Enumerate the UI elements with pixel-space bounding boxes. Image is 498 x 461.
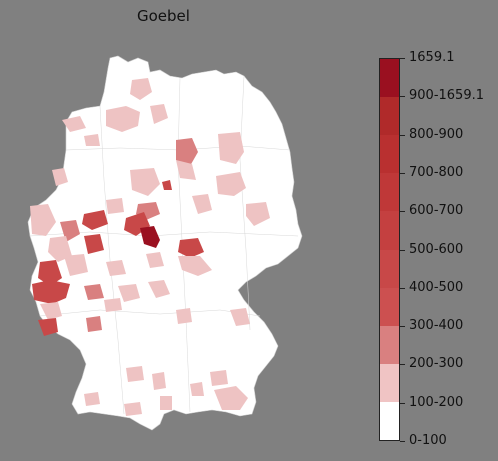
- region: [38, 318, 58, 336]
- region: [176, 138, 198, 166]
- tick-mark: [400, 402, 405, 404]
- region: [210, 370, 228, 386]
- region: [82, 210, 108, 230]
- choropleth-regions: [30, 78, 270, 416]
- tick-label: 200-300: [409, 356, 464, 372]
- colorbar: [379, 58, 400, 441]
- tick-mark: [400, 134, 405, 136]
- region: [160, 396, 172, 410]
- tick-mark: [400, 249, 405, 251]
- colorbar-segment: [380, 363, 399, 402]
- region: [84, 134, 100, 146]
- region: [118, 284, 140, 302]
- region: [230, 308, 250, 326]
- colorbar-segment: [380, 287, 399, 326]
- region: [84, 284, 104, 300]
- region: [216, 172, 246, 196]
- tick-label: 400-500: [409, 279, 464, 295]
- tick-label: 300-400: [409, 318, 464, 334]
- tick-label: 700-800: [409, 164, 464, 180]
- region: [178, 256, 212, 276]
- region: [150, 104, 168, 124]
- region: [126, 366, 144, 382]
- region: [190, 382, 204, 396]
- colorbar-segment: [380, 401, 399, 440]
- region: [162, 180, 172, 190]
- region: [104, 298, 122, 312]
- region: [48, 236, 72, 262]
- region: [106, 198, 124, 214]
- region: [62, 116, 86, 132]
- tick-label: 100-200: [409, 394, 464, 410]
- region: [38, 260, 62, 286]
- tick-mark: [400, 211, 405, 213]
- region: [84, 234, 104, 254]
- region: [124, 402, 142, 416]
- region: [176, 308, 192, 324]
- colorbar-segment: [380, 173, 399, 212]
- region: [140, 226, 160, 248]
- region: [218, 132, 244, 164]
- colorbar-segment: [380, 325, 399, 364]
- region: [130, 168, 160, 196]
- tick-label: 0-100: [409, 433, 447, 448]
- colorbar-segment: [380, 97, 399, 136]
- tick-mark: [400, 441, 405, 442]
- tick-label: 1659.1: [409, 50, 455, 65]
- tick-label: 900-1659.1: [409, 88, 484, 104]
- tick-label: 500-600: [409, 241, 464, 257]
- region: [40, 302, 62, 320]
- region: [178, 238, 204, 258]
- region: [86, 316, 102, 332]
- tick-mark: [400, 364, 405, 366]
- tick-label: 600-700: [409, 203, 464, 219]
- tick-mark: [400, 58, 405, 59]
- tick-mark: [400, 96, 405, 98]
- colorbar-segment: [380, 211, 399, 250]
- region: [130, 78, 152, 100]
- tick-mark: [400, 287, 405, 289]
- region: [84, 392, 100, 406]
- region: [64, 254, 88, 276]
- tick-mark: [400, 326, 405, 328]
- region: [52, 168, 68, 186]
- region: [146, 252, 164, 268]
- colorbar-segment: [380, 249, 399, 288]
- region: [176, 160, 196, 180]
- region: [152, 372, 166, 390]
- region: [32, 280, 70, 304]
- tick-mark: [400, 172, 405, 174]
- colorbar-ticks: 0-100 100-200 200-300 300-400 400-500 500-600…: [400, 50, 498, 448]
- region: [30, 204, 56, 236]
- region: [148, 280, 170, 298]
- colorbar-segment: [380, 135, 399, 174]
- region: [106, 260, 126, 276]
- colorbar-segment: [380, 59, 399, 98]
- region: [246, 202, 270, 226]
- region: [214, 386, 248, 410]
- region: [106, 106, 140, 132]
- tick-label: 800-900: [409, 126, 464, 142]
- region: [192, 194, 212, 214]
- map-title: Goebel: [137, 7, 190, 25]
